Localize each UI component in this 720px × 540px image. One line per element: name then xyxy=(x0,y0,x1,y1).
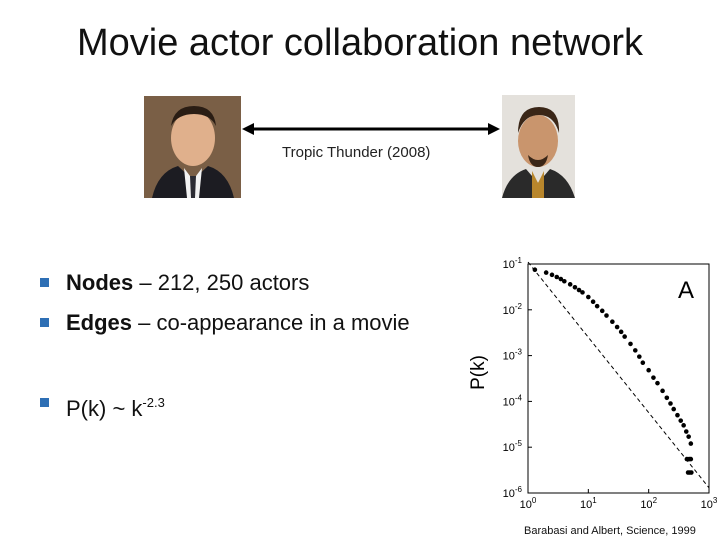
collaboration-arrow xyxy=(242,123,500,135)
bullet-edges-term: Edges xyxy=(66,310,133,335)
data-point xyxy=(586,294,591,300)
data-point xyxy=(622,334,627,339)
data-point xyxy=(675,412,680,418)
plot-frame xyxy=(527,263,710,494)
y-tick-label: 10-3 xyxy=(503,348,523,363)
y-tick-label: 10-2 xyxy=(503,302,523,317)
data-point xyxy=(651,375,656,380)
data-point xyxy=(660,388,665,394)
data-point xyxy=(576,287,582,293)
x-tick-label: 103 xyxy=(701,496,718,510)
data-point xyxy=(640,360,646,365)
slide-title: Movie actor collaboration network xyxy=(76,22,644,64)
data-point xyxy=(549,272,555,278)
power-law-fit-line xyxy=(527,261,710,489)
y-tick-label: 10-5 xyxy=(503,439,523,454)
data-point xyxy=(572,284,578,290)
data-point xyxy=(688,441,694,446)
data-point xyxy=(683,429,689,434)
x-tick-label: 101 xyxy=(580,496,597,510)
y-axis-label: P(k) xyxy=(468,355,489,390)
bullet-list: Nodes – 212, 250 actors Edges – co-appea… xyxy=(40,268,410,348)
bullet-edges: Edges – co-appearance in a movie xyxy=(40,308,410,348)
bullet-marker xyxy=(40,318,49,327)
data-point xyxy=(655,380,660,386)
y-tick-label: 10-4 xyxy=(503,393,523,408)
data-point xyxy=(604,313,609,318)
bullet-marker xyxy=(40,278,49,287)
data-point xyxy=(554,274,560,280)
data-point xyxy=(689,470,694,475)
panel-label: A xyxy=(678,277,694,304)
data-point xyxy=(562,278,567,284)
x-tick-label: 102 xyxy=(640,496,657,510)
bullet-edges-text: – co-appearance in a movie xyxy=(132,310,410,335)
actor-photo-left xyxy=(144,96,241,198)
data-point xyxy=(688,456,694,462)
data-point xyxy=(594,303,600,309)
bullet-marker xyxy=(40,398,49,407)
data-point xyxy=(681,423,686,428)
data-point xyxy=(590,299,596,305)
citation: Barabasi and Albert, Science, 1999 xyxy=(524,525,696,537)
x-tick-label: 100 xyxy=(520,496,537,510)
data-point xyxy=(567,282,573,287)
bullet-nodes: Nodes – 212, 250 actors xyxy=(40,268,410,308)
y-tick-label: 10-6 xyxy=(503,485,523,500)
data-point xyxy=(618,329,624,335)
data-point xyxy=(610,319,615,324)
data-point xyxy=(668,401,673,406)
data-point xyxy=(599,308,605,314)
data-point xyxy=(678,418,684,423)
actor-photo-right xyxy=(502,95,575,198)
data-point xyxy=(580,290,585,295)
y-tick-label: 10-1 xyxy=(503,256,523,271)
data-point xyxy=(628,341,633,347)
data-point xyxy=(671,406,677,412)
data-point xyxy=(558,276,564,282)
data-point xyxy=(543,270,549,275)
bullet-nodes-text: – 212, 250 actors xyxy=(133,270,310,295)
power-law-base: P(k) ~ k xyxy=(66,396,143,421)
movie-label: Tropic Thunder (2008) xyxy=(282,144,431,161)
data-point xyxy=(637,354,642,359)
data-point xyxy=(664,395,670,401)
data-point xyxy=(532,267,538,273)
data-point xyxy=(614,324,620,330)
bullet-power-law: P(k) ~ k-2.3 xyxy=(40,388,165,424)
data-point xyxy=(632,348,638,353)
bullet-nodes-term: Nodes xyxy=(66,270,134,295)
data-point xyxy=(646,367,651,373)
data-point xyxy=(686,434,691,439)
power-law-exponent: -2.3 xyxy=(142,395,165,410)
